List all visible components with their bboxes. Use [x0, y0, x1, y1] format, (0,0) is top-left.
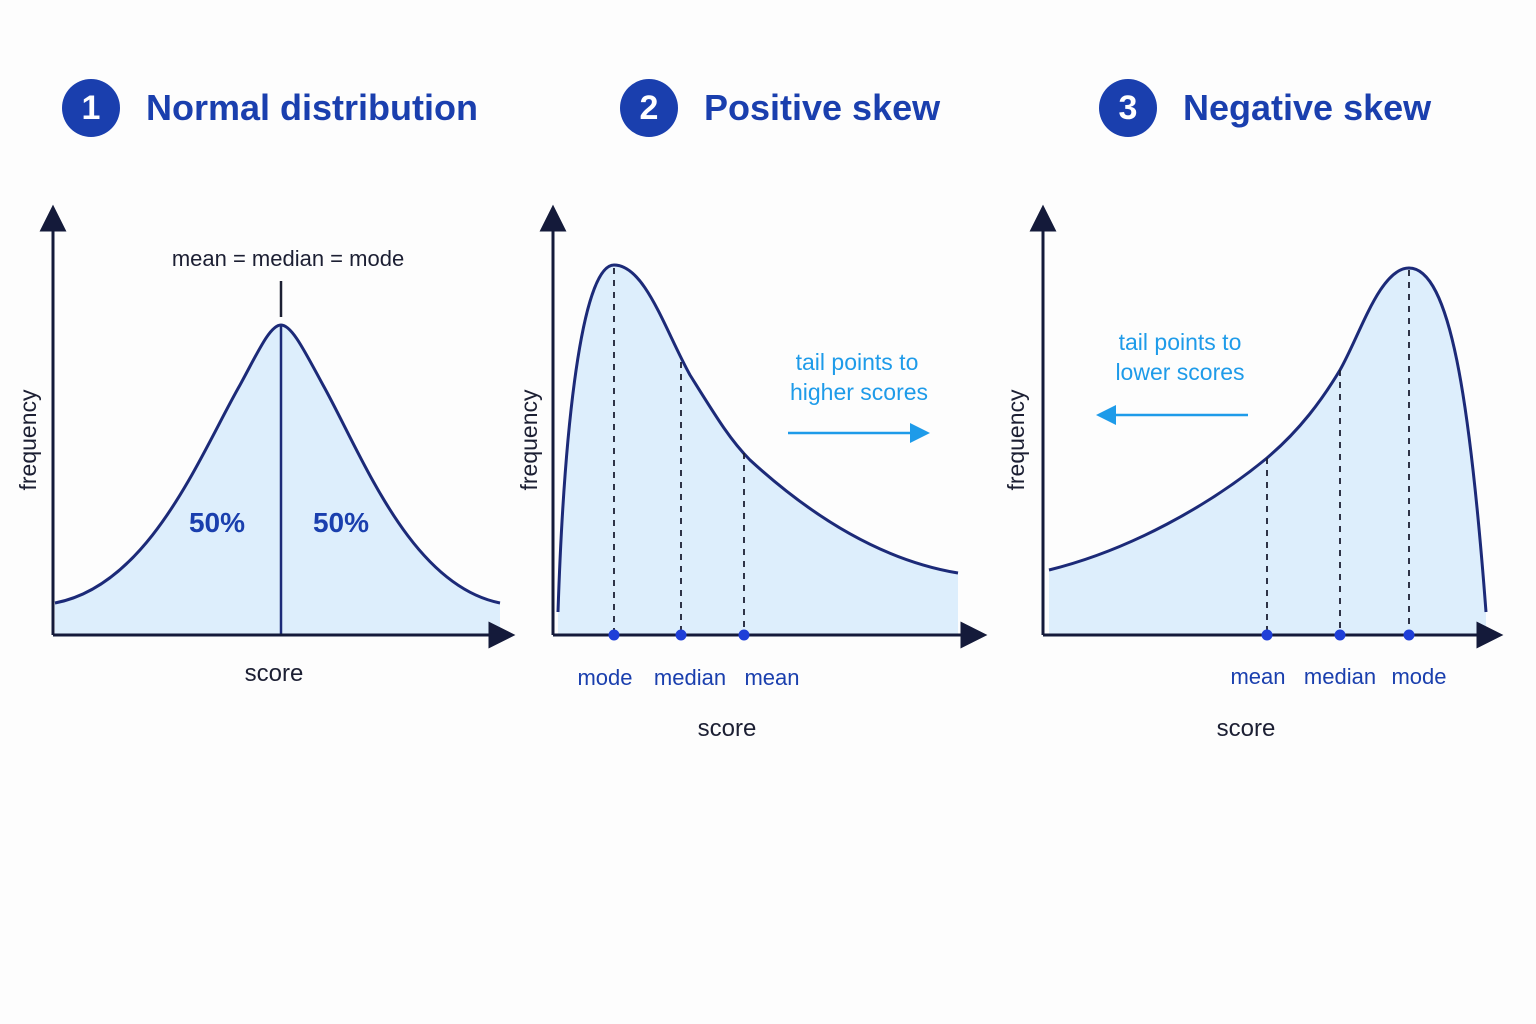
median-label-2: median [654, 665, 726, 690]
mean-median-mode-label: mean = median = mode [172, 246, 404, 271]
mode-label-3: mode [1391, 664, 1446, 689]
panel-3-title: Negative skew [1183, 87, 1432, 128]
tail-note-line1-3: tail points to [1119, 329, 1242, 355]
y-axis-label-3: frequency [1003, 389, 1029, 491]
x-axis-label-3: score [1217, 715, 1276, 742]
step-3-badge: 3 [1099, 79, 1157, 137]
y-axis-label-2: frequency [516, 389, 542, 491]
median-label-3: median [1304, 664, 1376, 689]
right-half-percent: 50% [313, 507, 369, 538]
left-half-percent: 50% [189, 507, 245, 538]
median-marker-2 [675, 629, 687, 641]
mean-marker-3 [1261, 629, 1273, 641]
panel-3-header: 3 Negative skew [1099, 78, 1431, 138]
mode-label-2: mode [577, 665, 632, 690]
panel-1-header: 1 Normal distribution [62, 78, 478, 138]
x-axis-label-1: score [245, 660, 304, 687]
positive-skew-area-fill [558, 265, 958, 635]
positive-skew-curve [556, 263, 959, 613]
x-axis-label-2: score [698, 715, 757, 742]
negative-skew-area-fill [1049, 268, 1486, 635]
y-axis-label-1: frequency [15, 389, 41, 491]
mean-label-3: mean [1230, 664, 1285, 689]
median-marker-3 [1334, 629, 1346, 641]
panel-3-negative-skew-chart: mean median mode tail points to lower sc… [1003, 204, 1504, 742]
mean-marker-2 [738, 629, 750, 641]
step-2-badge: 2 [620, 79, 678, 137]
normal-area-fill [55, 325, 500, 635]
step-1-badge: 1 [62, 79, 120, 137]
mode-marker-2 [608, 629, 620, 641]
panel-2-header: 2 Positive skew [620, 78, 940, 138]
negative-skew-curve [1048, 266, 1488, 613]
mean-label-2: mean [744, 665, 799, 690]
tail-note-line2-2: higher scores [790, 379, 928, 405]
panel-1-normal-chart: mean = median = mode 50% 50% score frequ… [15, 204, 516, 687]
panel-2-positive-skew-chart: mode median mean tail points to higher s… [516, 204, 988, 742]
tail-note-line2-3: lower scores [1115, 359, 1244, 385]
mode-marker-3 [1403, 629, 1415, 641]
panel-1-title: Normal distribution [146, 87, 478, 128]
panel-2-title: Positive skew [704, 87, 941, 128]
tail-note-line1-2: tail points to [796, 349, 919, 375]
